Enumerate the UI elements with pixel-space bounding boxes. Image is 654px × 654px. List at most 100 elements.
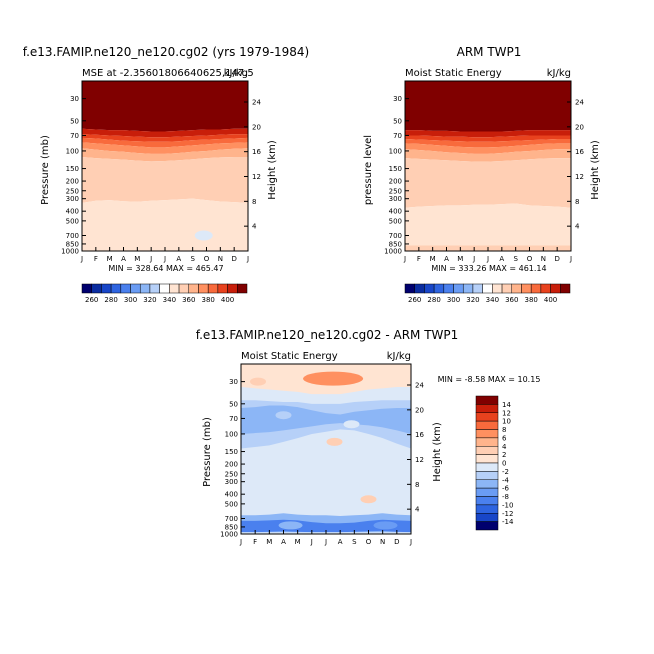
model-month-label: F <box>94 255 98 263</box>
diff-subtitle-right: kJ/kg <box>387 351 411 362</box>
diff-feature-5 <box>360 495 377 504</box>
obs-cbar-swatch <box>482 283 493 294</box>
obs-ptick-label: 300 <box>389 195 402 203</box>
model-cbar-swatch <box>101 283 112 294</box>
obs-month-label: F <box>417 255 421 263</box>
diff-ptick-label: 30 <box>229 378 238 386</box>
obs-cbar-label: 320 <box>466 296 479 304</box>
diff-ptick-label: 850 <box>225 523 238 531</box>
model-cbar-swatch <box>81 283 92 294</box>
model-ptick-label: 500 <box>66 217 79 225</box>
obs-band-350 <box>405 149 571 162</box>
diff-cbar-label: 6 <box>502 434 507 442</box>
diff-month-label: A <box>281 538 286 546</box>
obs-ptick-label: 500 <box>389 217 402 225</box>
obs-cbar-swatch <box>462 283 474 294</box>
diff-cbar-swatch <box>475 429 499 439</box>
obs-band-380 <box>405 135 571 142</box>
model-month-label: N <box>218 255 223 263</box>
model-cbar-swatch <box>217 283 228 294</box>
diff-month-label: S <box>352 538 357 546</box>
model-cbar-swatch <box>227 283 238 294</box>
obs-cbar-swatch <box>453 283 464 294</box>
diff-title: f.e13.FAMIP.ne120_ne120.cg02 - ARM TWP1 <box>196 328 459 342</box>
model-cbar-swatch <box>91 283 102 294</box>
obs-month-label: D <box>554 255 559 263</box>
model-band-390 <box>82 128 248 138</box>
model-cbar-swatch <box>159 283 170 294</box>
model-cbar-swatch <box>110 283 122 294</box>
obs-cbar-label: 380 <box>524 296 537 304</box>
obs-ptick-label: 50 <box>393 117 402 125</box>
diff-cbar-swatch <box>475 471 499 480</box>
obs-ztick-label: 16 <box>575 148 584 156</box>
obs-cbar-swatch <box>414 283 425 294</box>
model-month-label: O <box>204 255 210 263</box>
obs-ylabel: pressure level <box>363 135 374 205</box>
model-ztick-label: 24 <box>252 99 261 107</box>
model-band-330 <box>82 198 248 251</box>
diff-feature-1 <box>250 377 266 386</box>
model-subtitle-left: MSE at -2.35601806640625,147.5 <box>82 68 254 79</box>
obs-cbar-label: 300 <box>447 296 460 304</box>
diff-ptick-label: 50 <box>229 400 238 408</box>
diff-cbar-label: 12 <box>502 409 511 417</box>
obs-cbar-label: 340 <box>486 296 499 304</box>
obs-ptick-label: 70 <box>393 132 402 140</box>
obs-cbar-swatch <box>501 283 513 294</box>
model-ptick-label: 30 <box>70 95 79 103</box>
model-ptick-label: 150 <box>66 165 79 173</box>
diff-cbar-label: -4 <box>502 476 510 484</box>
obs-month-label: J <box>486 255 489 263</box>
model-ptick-label: 300 <box>66 195 79 203</box>
obs-band-360 <box>405 143 571 154</box>
model-cbar-swatch <box>198 283 209 294</box>
obs-ptick-label: 100 <box>389 147 402 155</box>
diff-feature-6 <box>278 521 303 530</box>
obs-ztick-label: 8 <box>575 198 579 206</box>
model-month-label: M <box>107 255 113 263</box>
model-cbar-swatch <box>130 283 141 294</box>
obs-cbar-label: 260 <box>408 296 421 304</box>
obs-month-label: A <box>444 255 449 263</box>
model-low-blob <box>194 230 213 241</box>
obs-subtitle-right: kJ/kg <box>547 68 571 79</box>
diff-month-label: N <box>380 538 385 546</box>
obs-contours <box>405 81 571 251</box>
model-stats: MIN = 328.64 MAX = 465.47 <box>108 264 223 273</box>
diff-cbar-label: -12 <box>502 510 513 518</box>
panel-observed: ARM TWP1 Moist Static Energy kJ/kg 30 50 7… <box>363 45 601 304</box>
diff-cbar-label: 14 <box>502 401 511 409</box>
obs-cbar-swatch <box>433 283 445 294</box>
diff-ptick-label: 100 <box>225 430 238 438</box>
model-ztick-label: 12 <box>252 173 261 181</box>
diff-cbar-swatch <box>475 504 499 514</box>
model-ztick-label: 16 <box>252 148 261 156</box>
obs-cbar-swatch <box>540 283 551 294</box>
diff-cbar-swatch <box>475 454 499 464</box>
obs-ptick-label: 30 <box>393 95 402 103</box>
obs-ylabel-right: Height (km) <box>590 140 601 200</box>
obs-month-label: J <box>569 255 572 263</box>
diff-cbar-label: 4 <box>502 443 507 451</box>
diff-cbar-label: -8 <box>502 493 509 501</box>
model-cbar-swatch <box>120 283 131 294</box>
diff-cbar-label: -14 <box>502 518 514 526</box>
model-ptick-label: 1000 <box>61 248 79 256</box>
diff-ztick-label: 8 <box>415 481 419 489</box>
obs-ptick-label: 850 <box>389 240 402 248</box>
obs-cbar-swatch <box>511 283 522 294</box>
diff-ptick-label: 500 <box>225 500 238 508</box>
obs-cbar-swatch <box>560 283 571 294</box>
obs-month-label: A <box>499 255 504 263</box>
diff-ztick-label: 4 <box>415 506 420 514</box>
model-band-400 <box>82 81 248 132</box>
diff-cbar-swatch <box>475 420 499 430</box>
diff-ztick-label: 20 <box>415 406 424 414</box>
diff-cbar-label: 0 <box>502 460 506 468</box>
model-cbar-swatch <box>237 283 248 294</box>
